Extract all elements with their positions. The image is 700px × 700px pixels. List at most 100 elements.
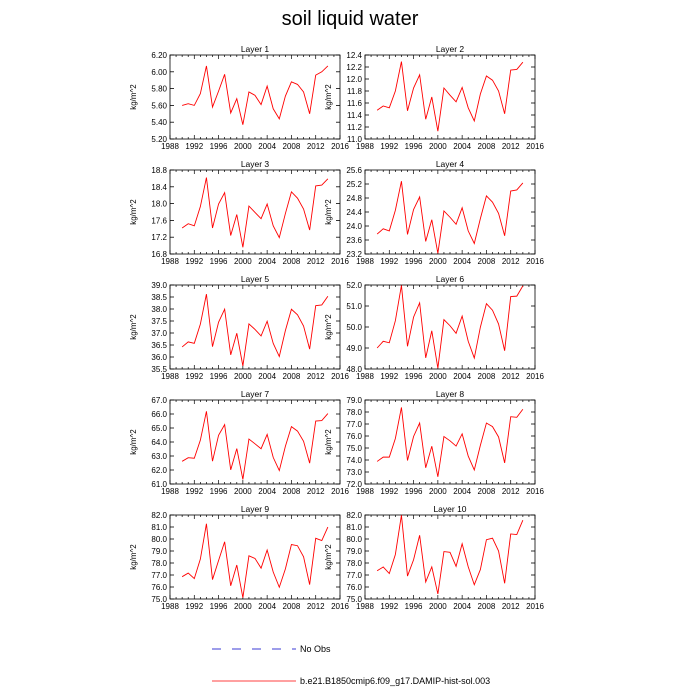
x-tick-label: 2012 — [502, 257, 520, 266]
chart-title: Layer 6 — [436, 274, 465, 284]
y-tick-label: 67.0 — [151, 396, 167, 405]
y-tick-label: 48.0 — [346, 365, 362, 374]
x-tick-label: 2000 — [234, 257, 252, 266]
x-tick-label: 1988 — [356, 372, 374, 381]
y-tick-label: 37.5 — [151, 317, 167, 326]
x-tick-label: 1988 — [161, 602, 179, 611]
y-tick-label: 37.0 — [151, 329, 167, 338]
y-axis-label: kg/m^2 — [129, 314, 138, 340]
chart-title: Layer 9 — [241, 504, 270, 514]
chart-layer-6: Layer 6 kg/m^2 48.0 49.0 50.0 51.0 52.0 1988 199… — [324, 274, 544, 381]
x-tick-label: 2008 — [283, 142, 301, 151]
x-tick-label: 1992 — [185, 372, 203, 381]
x-tick-label: 2008 — [283, 372, 301, 381]
chart-layer-4: Layer 4 kg/m^2 23.2 23.6 24.0 24.4 24.8 25.2 25.… — [324, 159, 544, 266]
x-tick-label: 1996 — [210, 602, 228, 611]
y-tick-label: 23.2 — [346, 250, 362, 259]
x-tick-label: 2004 — [453, 602, 471, 611]
y-tick-label: 77.0 — [346, 571, 362, 580]
y-tick-label: 6.20 — [151, 51, 167, 60]
y-tick-label: 65.0 — [151, 424, 167, 433]
x-tick-label: 1996 — [210, 257, 228, 266]
y-tick-label: 82.0 — [346, 511, 362, 520]
legend-model-label: b.e21.B1850cmip6.f09_g17.DAMIP-hist-sol.… — [300, 676, 491, 686]
plot-frame — [169, 399, 341, 485]
x-tick-label: 2004 — [258, 142, 276, 151]
y-tick-label: 72.0 — [346, 480, 362, 489]
legend-obs-label: No Obs — [300, 644, 331, 654]
series-line — [181, 523, 329, 598]
y-tick-label: 76.0 — [346, 583, 362, 592]
y-tick-label: 78.0 — [346, 408, 362, 417]
y-axis-label: kg/m^2 — [129, 199, 138, 225]
x-tick-label: 1996 — [405, 372, 423, 381]
x-tick-label: 2012 — [307, 142, 325, 151]
y-tick-label: 66.0 — [151, 410, 167, 419]
y-tick-label: 24.8 — [346, 194, 362, 203]
y-tick-label: 51.0 — [346, 302, 362, 311]
y-tick-label: 5.20 — [151, 135, 167, 144]
x-tick-label: 2012 — [502, 142, 520, 151]
y-axis-label: kg/m^2 — [324, 199, 333, 225]
x-tick-label: 2000 — [429, 257, 447, 266]
x-tick-label: 2016 — [526, 487, 544, 496]
chart-title: Layer 5 — [241, 274, 270, 284]
x-tick-label: 2008 — [478, 257, 496, 266]
plot-frame — [364, 514, 536, 600]
y-tick-label: 16.8 — [151, 250, 167, 259]
x-tick-label: 1992 — [185, 602, 203, 611]
y-tick-label: 79.0 — [151, 547, 167, 556]
y-tick-label: 5.60 — [151, 101, 167, 110]
y-axis-label: kg/m^2 — [324, 544, 333, 570]
y-tick-label: 49.0 — [346, 344, 362, 353]
y-tick-label: 39.0 — [151, 281, 167, 290]
x-tick-label: 1988 — [356, 257, 374, 266]
x-tick-label: 2004 — [258, 602, 276, 611]
y-tick-label: 11.6 — [347, 99, 363, 108]
x-tick-label: 2000 — [234, 602, 252, 611]
x-tick-label: 2008 — [283, 257, 301, 266]
x-tick-label: 1992 — [380, 142, 398, 151]
chart-layer-9: Layer 9 kg/m^2 75.0 76.0 77.0 78.0 79.0 80.0 81.… — [129, 504, 349, 611]
chart-layer-2: Layer 2 kg/m^2 11.0 11.2 11.4 11.6 11.8 12.0 12.… — [324, 44, 544, 151]
x-tick-label: 2016 — [526, 142, 544, 151]
x-tick-label: 2012 — [307, 372, 325, 381]
x-tick-label: 2000 — [234, 487, 252, 496]
y-tick-label: 76.0 — [151, 583, 167, 592]
x-tick-label: 2016 — [331, 487, 349, 496]
x-tick-label: 2012 — [502, 602, 520, 611]
x-tick-label: 2000 — [429, 142, 447, 151]
x-tick-label: 1992 — [185, 487, 203, 496]
y-tick-label: 50.0 — [346, 323, 362, 332]
x-tick-label: 2016 — [526, 372, 544, 381]
x-tick-label: 1988 — [356, 602, 374, 611]
x-tick-label: 1996 — [210, 372, 228, 381]
x-tick-label: 1988 — [356, 487, 374, 496]
y-axis-label: kg/m^2 — [129, 544, 138, 570]
x-tick-label: 2004 — [453, 372, 471, 381]
y-axis-label: kg/m^2 — [324, 314, 333, 340]
x-tick-label: 1992 — [380, 602, 398, 611]
x-tick-label: 2008 — [478, 372, 496, 381]
chart-title: Layer 2 — [436, 44, 465, 54]
x-tick-label: 1988 — [161, 142, 179, 151]
x-tick-label: 2016 — [331, 602, 349, 611]
y-tick-label: 18.4 — [151, 183, 167, 192]
x-tick-label: 1988 — [161, 487, 179, 496]
y-tick-label: 52.0 — [346, 281, 362, 290]
y-tick-label: 77.0 — [151, 571, 167, 580]
chart-layer-8: Layer 8 kg/m^2 72.0 73.0 74.0 75.0 76.0 77.0 78.… — [324, 389, 544, 496]
x-tick-label: 2016 — [331, 372, 349, 381]
y-tick-label: 38.0 — [151, 305, 167, 314]
series-line — [181, 177, 329, 248]
y-tick-label: 61.0 — [151, 480, 167, 489]
y-tick-label: 5.40 — [151, 118, 167, 127]
y-tick-label: 12.4 — [346, 51, 362, 60]
x-tick-label: 2016 — [331, 257, 349, 266]
y-tick-label: 12.2 — [346, 63, 362, 72]
plot-frame — [169, 54, 341, 140]
x-tick-label: 2000 — [429, 372, 447, 381]
x-tick-label: 2016 — [526, 602, 544, 611]
plot-frame — [169, 284, 341, 370]
